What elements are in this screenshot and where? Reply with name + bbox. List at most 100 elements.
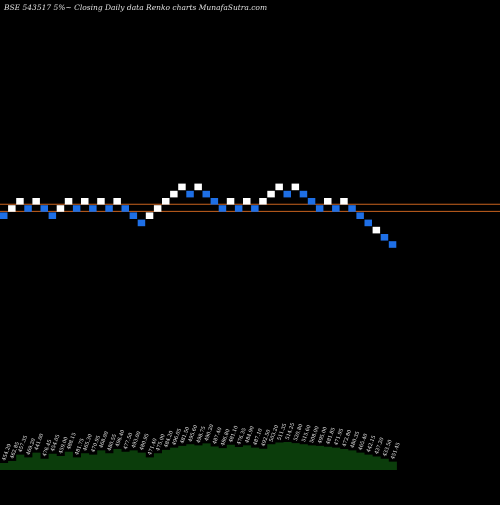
renko-brick-up — [162, 198, 170, 205]
volume-label: 470.95 — [90, 435, 102, 453]
volume-label: 480.35 — [350, 431, 362, 449]
renko-brick-down — [89, 205, 97, 212]
renko-brick-down — [137, 219, 146, 227]
renko-brick-down — [315, 205, 324, 212]
renko-brick-down — [186, 190, 194, 198]
volume-labels: 454.29462.85457.35469.20441.00476.45454.… — [1, 422, 401, 461]
renko-brick-down — [364, 219, 372, 227]
volume-label: 481.85 — [325, 427, 337, 445]
volume-label: 480.95 — [139, 433, 151, 451]
volume-label: 477.50 — [123, 432, 135, 450]
volume-label: 515.60 — [301, 424, 313, 442]
volume-label: 486.80 — [220, 428, 232, 446]
renko-brick-down — [348, 205, 356, 212]
renko-brick-down — [48, 212, 57, 219]
volume-label: 459.00 — [58, 436, 70, 454]
renko-brick-down — [234, 205, 243, 212]
renko-brick-up — [259, 198, 267, 205]
volume-label: 487.10 — [252, 428, 264, 446]
volume-label: 441.00 — [34, 433, 46, 451]
renko-brick-down — [129, 212, 138, 219]
renko-brick-up — [267, 190, 275, 198]
volume-label: 514.25 — [285, 422, 297, 440]
renko-brick-down — [40, 205, 48, 212]
renko-brick-up — [32, 198, 40, 205]
volume-label: 462.85 — [9, 441, 21, 459]
chart-title: BSE 543517 5%~ Closing Daily data Renko … — [4, 3, 268, 12]
volume-label: 476.45 — [42, 439, 54, 457]
renko-brick-down — [218, 205, 227, 212]
volume-label: 471.40 — [147, 438, 159, 456]
renko-brick-down — [72, 205, 81, 212]
renko-brick-down — [24, 205, 32, 212]
volume-label: 442.15 — [366, 435, 378, 453]
renko-brick-up — [372, 226, 381, 234]
volume-label: 496.05 — [171, 428, 183, 446]
renko-brick-down — [121, 205, 129, 212]
volume-label: 487.40 — [212, 427, 224, 445]
volume-label: 493.00 — [131, 431, 143, 449]
renko-brick-up — [324, 198, 332, 205]
volume-label: 469.20 — [26, 438, 38, 456]
volume-label: 471.95 — [333, 428, 345, 446]
volume-label: 437.20 — [374, 437, 386, 455]
volume-label: 480.55 — [107, 433, 119, 451]
volume-label: 484.20 — [163, 430, 175, 448]
volume-label: 498.75 — [196, 426, 208, 444]
volume-label: 457.35 — [17, 435, 29, 453]
volume-label: 490.20 — [204, 424, 216, 442]
renko-brick-up — [170, 190, 178, 198]
renko-brick-up — [226, 198, 235, 205]
volume-label: 472.80 — [341, 429, 353, 447]
renko-brick-down — [307, 198, 316, 205]
renko-bricks — [0, 183, 397, 248]
volume-label: 508.00 — [309, 426, 321, 444]
renko-brick-down — [283, 190, 291, 198]
volume-label: 496.40 — [115, 429, 127, 447]
volume-label: 468.00 — [98, 431, 110, 449]
volume-label: 475.00 — [155, 433, 167, 451]
volume-label: 481.75 — [74, 438, 86, 456]
volume-area-fill — [0, 442, 397, 470]
renko-brick-up — [113, 198, 121, 205]
renko-brick-up — [291, 183, 300, 191]
renko-brick-down — [388, 241, 397, 248]
volume-label: 495.60 — [188, 424, 200, 442]
renko-brick-down — [299, 190, 308, 198]
renko-brick-up — [275, 183, 283, 191]
renko-brick-up — [194, 183, 202, 191]
volume-label: 492.50 — [260, 429, 272, 447]
renko-brick-up — [64, 198, 73, 205]
volume-label: 433.50 — [382, 439, 394, 457]
volume-label: 484.90 — [244, 426, 256, 444]
renko-brick-up — [243, 198, 251, 205]
renko-brick-up — [16, 198, 24, 205]
volume-label: 465.40 — [358, 433, 370, 451]
volume-label: 454.29 — [1, 443, 13, 461]
volume-label: 503.20 — [269, 424, 281, 442]
renko-brick-up — [8, 205, 16, 212]
renko-brick-down — [356, 212, 364, 219]
renko-brick-down — [202, 190, 210, 198]
volume-label: 520.80 — [293, 423, 305, 441]
renko-brick-up — [178, 183, 186, 191]
renko-brick-down — [0, 212, 8, 219]
renko-brick-up — [81, 198, 89, 205]
volume-area — [0, 442, 397, 470]
renko-brick-up — [56, 205, 65, 212]
renko-brick-down — [332, 205, 340, 212]
renko-brick-down — [210, 198, 219, 205]
volume-label: 481.10 — [228, 425, 240, 443]
renko-brick-up — [153, 205, 162, 212]
volume-label: 451.45 — [390, 442, 402, 460]
volume-label: 488.15 — [66, 432, 78, 450]
volume-label: 476.35 — [236, 427, 248, 445]
volume-label: 495.00 — [317, 426, 329, 444]
renko-brick-down — [105, 205, 113, 212]
renko-brick-up — [340, 198, 348, 205]
volume-label: 481.50 — [179, 426, 191, 444]
volume-label: 511.35 — [277, 423, 289, 441]
renko-brick-up — [97, 198, 105, 205]
